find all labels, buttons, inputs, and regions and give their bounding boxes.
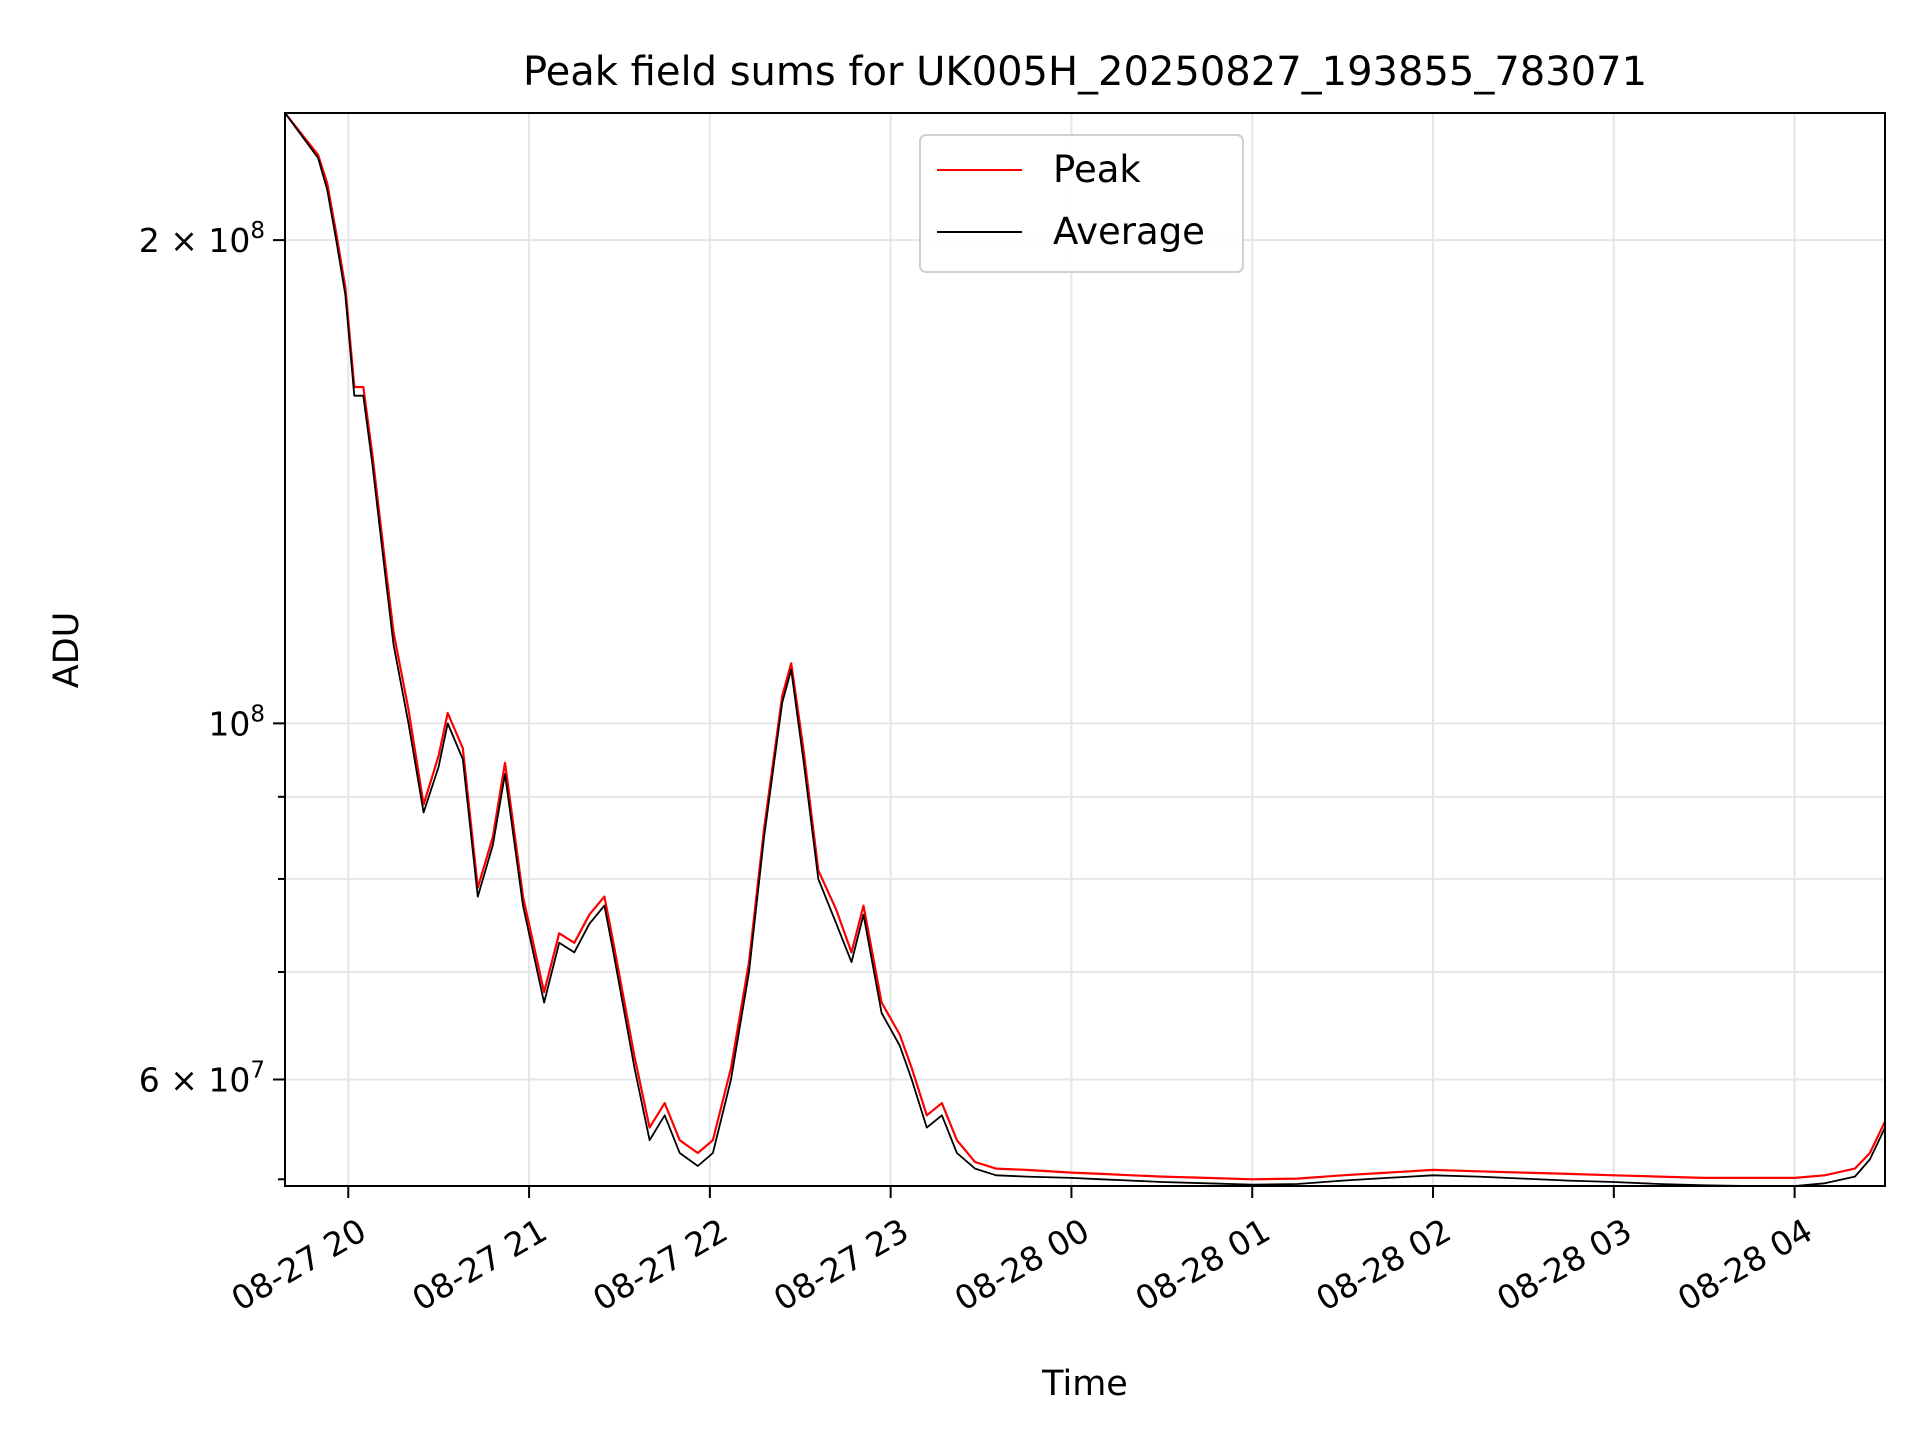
legend-label-average: Average (1053, 210, 1205, 253)
x-tick-label: 08-28 01 (1129, 1211, 1277, 1319)
x-tick-label: 08-27 22 (586, 1211, 734, 1319)
y-axis: 6 × 107 108 2 × 108 (139, 218, 285, 1181)
grid (285, 113, 1885, 1186)
chart-title: Peak field sums for UK005H_20250827_1938… (523, 49, 1647, 95)
y-tick-label: 6 × 107 (139, 1057, 265, 1099)
legend-label-peak: Peak (1053, 148, 1141, 191)
x-tick-label: 08-27 23 (767, 1211, 915, 1319)
x-tick-label: 08-28 00 (948, 1211, 1096, 1319)
y-tick-label: 108 (208, 701, 265, 743)
x-axis: 08-27 20 08-27 21 08-27 22 08-27 23 08-28 00… (225, 1186, 1819, 1319)
x-axis-label: Time (1041, 1364, 1128, 1404)
x-tick-label: 08-27 20 (225, 1211, 373, 1319)
y-tick-label: 2 × 108 (139, 218, 265, 260)
x-tick-label: 08-27 21 (405, 1211, 553, 1319)
plot-frame (284, 112, 1886, 1187)
y-axis-label: ADU (47, 612, 87, 689)
series-line-peak (284, 112, 1886, 1181)
legend: Peak Average (919, 134, 1244, 273)
series-line-average (284, 112, 1886, 1187)
series-layer (284, 112, 1886, 1187)
x-tick-label: 08-28 03 (1490, 1211, 1638, 1319)
x-tick-label: 08-28 02 (1309, 1211, 1457, 1319)
x-tick-label: 08-28 04 (1671, 1211, 1819, 1319)
